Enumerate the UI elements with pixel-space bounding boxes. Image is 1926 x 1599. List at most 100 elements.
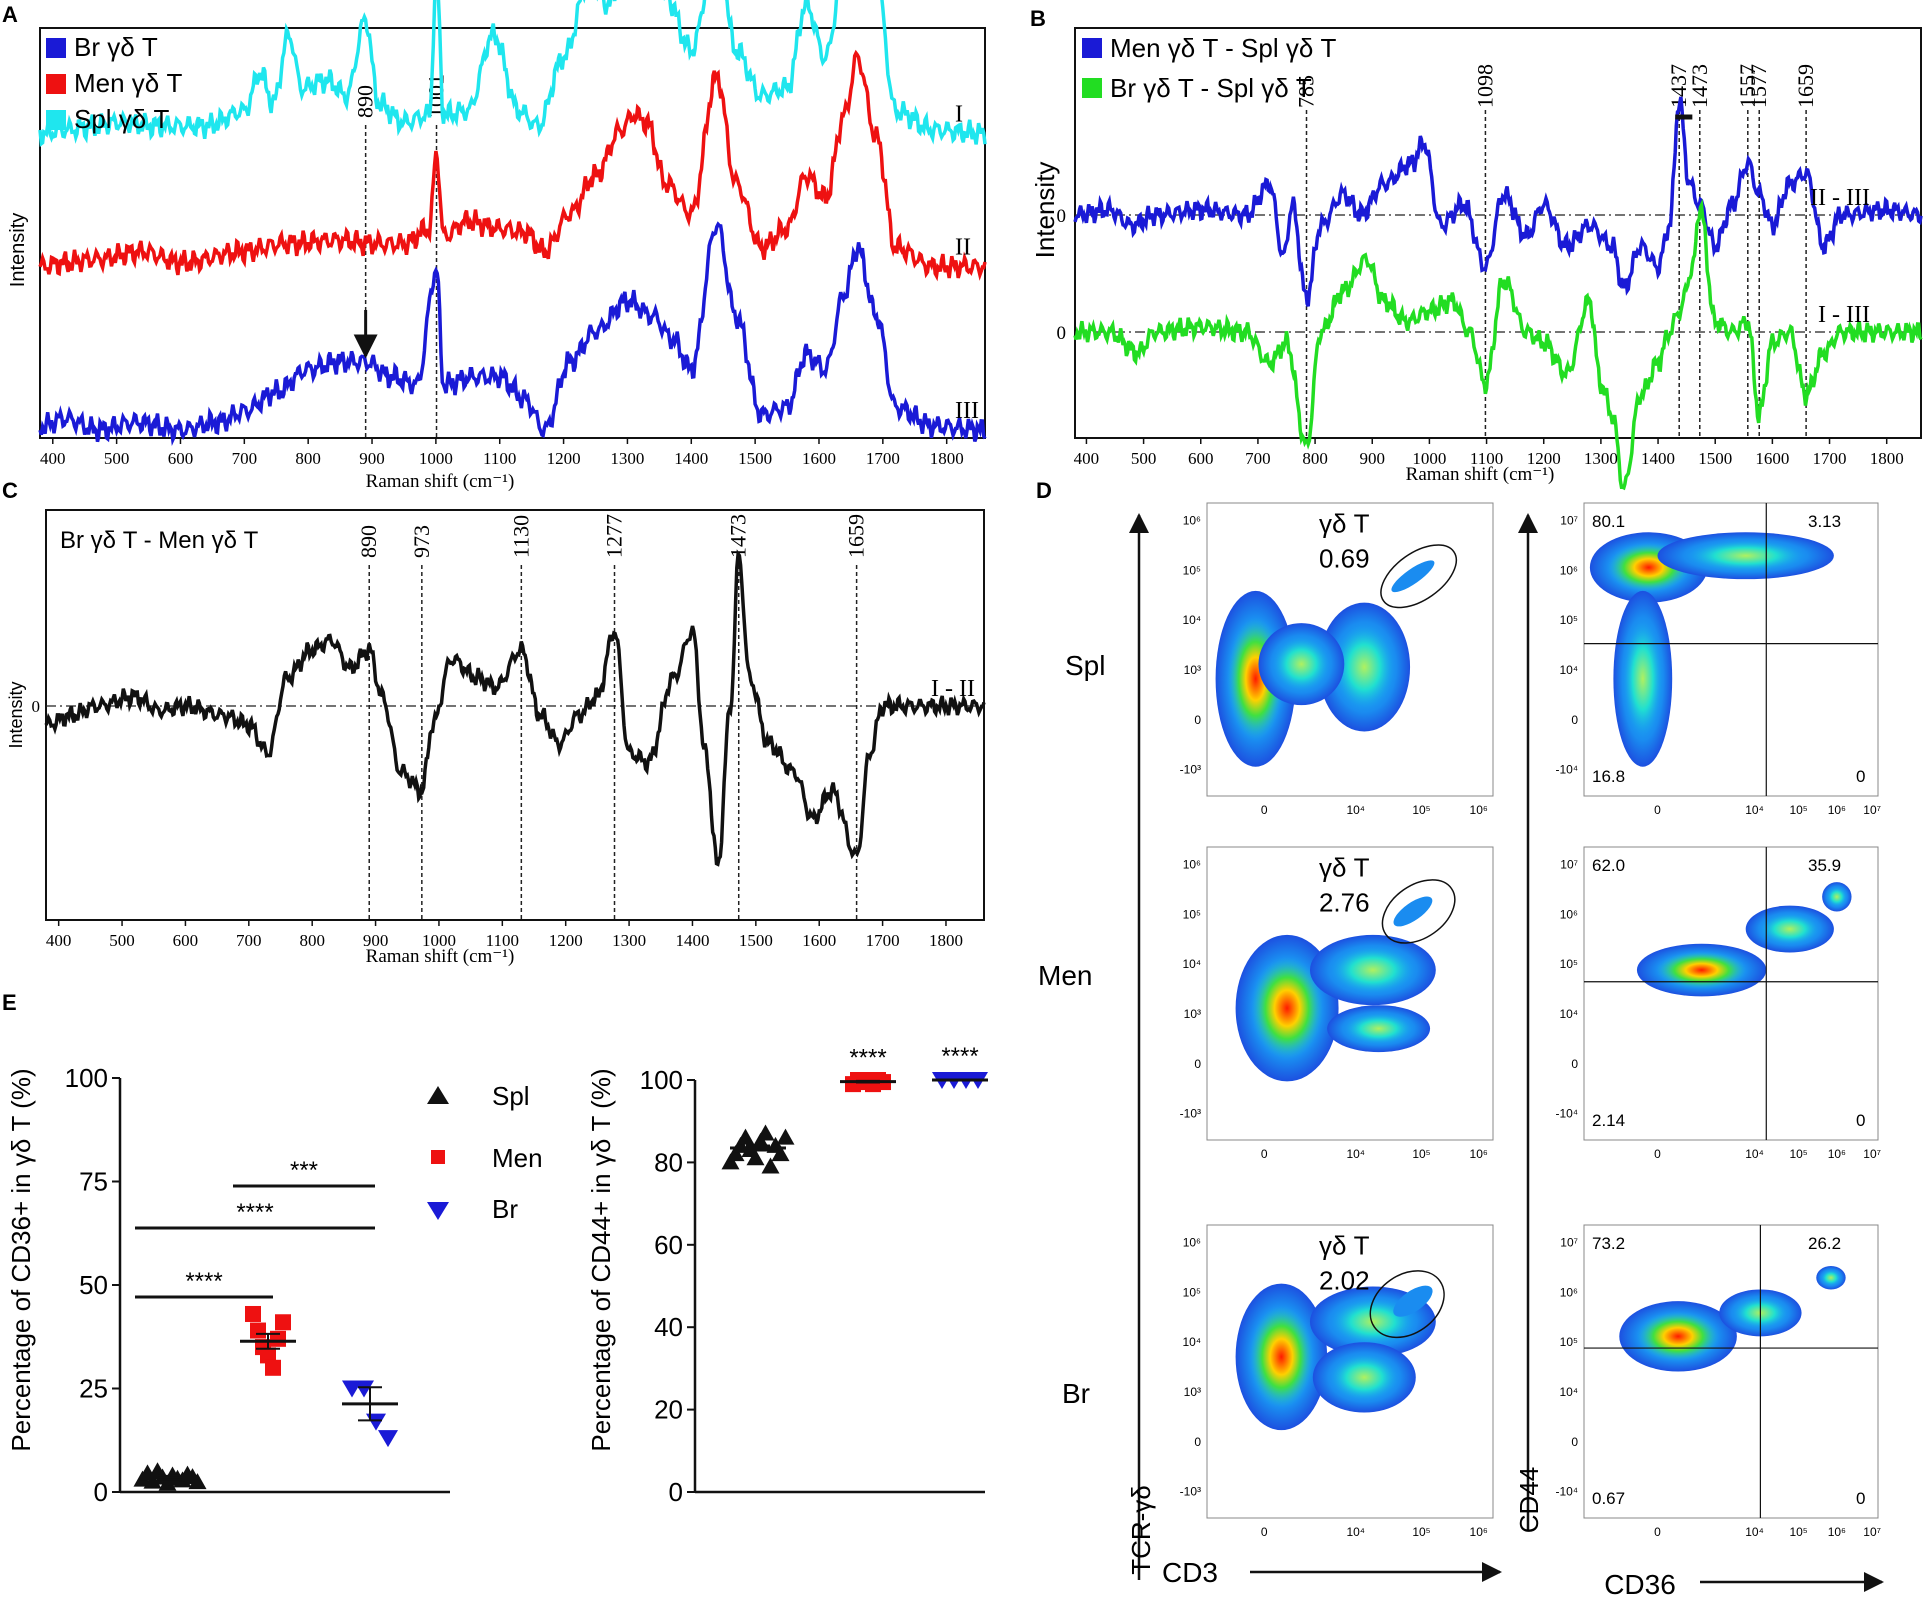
e2-ylabel: Percentage of CD44+ in γδ T (%): [586, 1068, 616, 1451]
E1-point-Men: [265, 1359, 281, 1376]
a-xtick-label: 1400: [674, 449, 708, 468]
c-refline-label: 1130: [508, 515, 533, 558]
d-quadrant-upper-left: 62.0: [1592, 856, 1625, 875]
b-xtick-label: 1500: [1698, 449, 1732, 468]
b-refline-label: 1557: [1735, 64, 1760, 108]
b-xtick-label: 500: [1131, 449, 1157, 468]
d-quadrant-upper-right: 35.9: [1808, 856, 1841, 875]
b-xtick-label: 1000: [1412, 449, 1446, 468]
legend-label-men-minus-spl: Men γδ T - Spl γδ T: [1110, 33, 1337, 63]
d-right-ytick-label: 10⁴: [1559, 1007, 1578, 1021]
d-right-xtick-label: 10⁵: [1789, 1525, 1807, 1539]
d-left-ytick-label: 10⁵: [1183, 907, 1201, 921]
d-right-xtick-label: 10⁴: [1745, 1147, 1764, 1161]
E1-ytick-label: 0: [94, 1477, 108, 1507]
panel-a-reference-lines: 890 1001: [353, 74, 449, 438]
c-xtick-label: 800: [299, 931, 325, 950]
c-refline-label: 1473: [726, 514, 751, 558]
c-refline-label: 973: [409, 525, 434, 558]
d-right-plot-Men: 62.0 35.9 2.14 0 10⁷ 10⁶ 10⁵ 10⁴ 0 -10⁴ 0 10⁴ 10⁵ 10⁶…: [1556, 846, 1881, 1161]
d-density-core: [1758, 912, 1821, 946]
a-xtick-label: 1500: [738, 449, 772, 468]
d-right-ylabel: CD44: [1514, 1467, 1544, 1533]
d-quadrant-upper-right: 26.2: [1808, 1234, 1841, 1253]
b-xtick-label: 400: [1074, 449, 1100, 468]
d-right-ytick-label: 0: [1571, 1435, 1578, 1449]
d-density-core: [1820, 1269, 1842, 1286]
E1-point-Men: [275, 1314, 291, 1331]
d-row-label-men: Men: [1038, 960, 1092, 991]
panel-c-title: Br γδ T - Men γδ T: [60, 527, 259, 554]
E1-point-Men: [245, 1305, 261, 1322]
d-left-xtick-label: 10⁵: [1412, 1147, 1430, 1161]
E1-ytick-label: 25: [79, 1374, 108, 1404]
E2-point-Spl: [746, 1149, 765, 1166]
panel-letter-c: C: [2, 478, 18, 503]
d-right-ytick-label: -10⁴: [1556, 1485, 1579, 1499]
e1-sig-label: ****: [236, 1199, 273, 1226]
e1-legend: Spl Men Br: [427, 1081, 543, 1224]
d-density-core: [1251, 956, 1324, 1060]
c-xtick-label: 1200: [549, 931, 583, 950]
a-xtick-label: 1300: [610, 449, 644, 468]
E1-point-Br: [354, 1380, 374, 1398]
d-gate-value: 2.76: [1319, 887, 1370, 917]
d-right-xtick-label: 10⁶: [1828, 803, 1846, 817]
legend-marker-men: [431, 1150, 445, 1164]
b-refline-label: 1577: [1746, 64, 1771, 108]
d-quadrant-lower-right: 0: [1856, 1489, 1865, 1508]
c-xtick-label: 1600: [802, 931, 836, 950]
d-left-xlabel: CD3: [1162, 1557, 1218, 1588]
E1-point-Men: [260, 1347, 276, 1364]
d-right-plot-Spl: 80.1 3.13 16.8 0 10⁷ 10⁶ 10⁵ 10⁴ 0 -10⁴ 0 10⁴ 10⁵ 10⁶…: [1556, 502, 1881, 817]
E2-point-Spl: [721, 1153, 740, 1170]
b-xtick-label: 1800: [1870, 449, 1904, 468]
d-quadrant-lower-right: 0: [1856, 1111, 1865, 1130]
d-right-ytick-label: -10⁴: [1556, 763, 1579, 777]
b-refline-label: 1098: [1472, 64, 1497, 108]
panel-b-frame: [1074, 27, 1922, 439]
d-quadrant-upper-left: 80.1: [1592, 512, 1625, 531]
panel-d-flow-cytometry: TCR-γδ CD3 CD44 CD36 Spl Men Br γδ T 0.69…: [1038, 502, 1884, 1599]
b-xtick-label: 700: [1245, 449, 1271, 468]
panel-b-xlabel: Raman shift (cm⁻¹): [1406, 464, 1555, 485]
d-quadrant-upper-left: 73.2: [1592, 1234, 1625, 1253]
b-refline-label: 1473: [1687, 64, 1712, 108]
E2-point-Spl: [771, 1145, 790, 1162]
legend-label-men: Men γδ T: [74, 68, 182, 98]
d-left-xtick-label: 10⁵: [1412, 1525, 1430, 1539]
panel-b-legend: Men γδ T - Spl γδ T Br γδ T - Spl γδ T: [1082, 33, 1337, 103]
panel-c-difference-spectrum: Intensity Raman shift (cm⁻¹) Br γδ T - M…: [6, 509, 986, 967]
d-left-column: γδ T 0.69 10⁶ 10⁵ 10⁴ 10³ 0 -10³ 0 10⁴ 10⁵ 10⁶ γδ T 2…: [1180, 502, 1494, 1539]
d-density-core: [1249, 1305, 1314, 1409]
d-density-core: [1683, 539, 1808, 573]
d-right-ytick-label: 10⁷: [1560, 514, 1578, 528]
legend-label-spl: Spl γδ T: [74, 104, 169, 134]
d-left-ytick-label: 10⁴: [1182, 1335, 1201, 1349]
d-left-ytick-label: 10⁵: [1183, 563, 1201, 577]
E2-sig-label: ****: [849, 1045, 886, 1072]
panel-a-spectra: Intensity Raman shift (cm⁻¹) 400 500 600 70…: [7, 0, 987, 492]
d-left-ytick-label: 10⁶: [1183, 514, 1201, 528]
a-refline-label: 890: [353, 85, 378, 118]
E1-point-Spl: [143, 1472, 162, 1489]
d-left-plot-Br: γδ T 2.02 10⁶ 10⁵ 10⁴ 10³ 0 -10³ 0 10⁴ 10⁵ 10⁶: [1180, 1224, 1494, 1539]
E2-ytick-label: 0: [669, 1477, 683, 1507]
c-xtick-label: 500: [109, 931, 135, 950]
b-trace-label: II - III: [1810, 185, 1870, 211]
d-left-ytick-label: 0: [1194, 713, 1201, 727]
d-right-plot-Br: 73.2 26.2 0.67 0 10⁷ 10⁶ 10⁵ 10⁴ 0 -10⁴ 0 10⁴ 10⁵ 10⁶…: [1556, 1224, 1881, 1539]
E2-ytick-label: 60: [654, 1230, 683, 1260]
panel-a-legend: Br γδ T Men γδ T Spl γδ T: [46, 32, 182, 134]
b-xtick-label: 600: [1188, 449, 1214, 468]
panel-c-xlabel: Raman shift (cm⁻¹): [366, 946, 515, 967]
d-right-xtick-label: 10⁷: [1863, 1147, 1881, 1161]
e1-ylabel: Percentage of CD36+ in γδ T (%): [6, 1068, 36, 1451]
E1-point-Br: [378, 1430, 398, 1448]
d-gate-label: γδ T: [1319, 508, 1370, 538]
d-left-ytick-label: 10⁶: [1183, 858, 1201, 872]
a-xtick-label: 800: [295, 449, 321, 468]
d-density-core: [1328, 1352, 1401, 1402]
b-refline-label: 785: [1294, 75, 1319, 108]
E1-point-Spl: [188, 1473, 207, 1490]
